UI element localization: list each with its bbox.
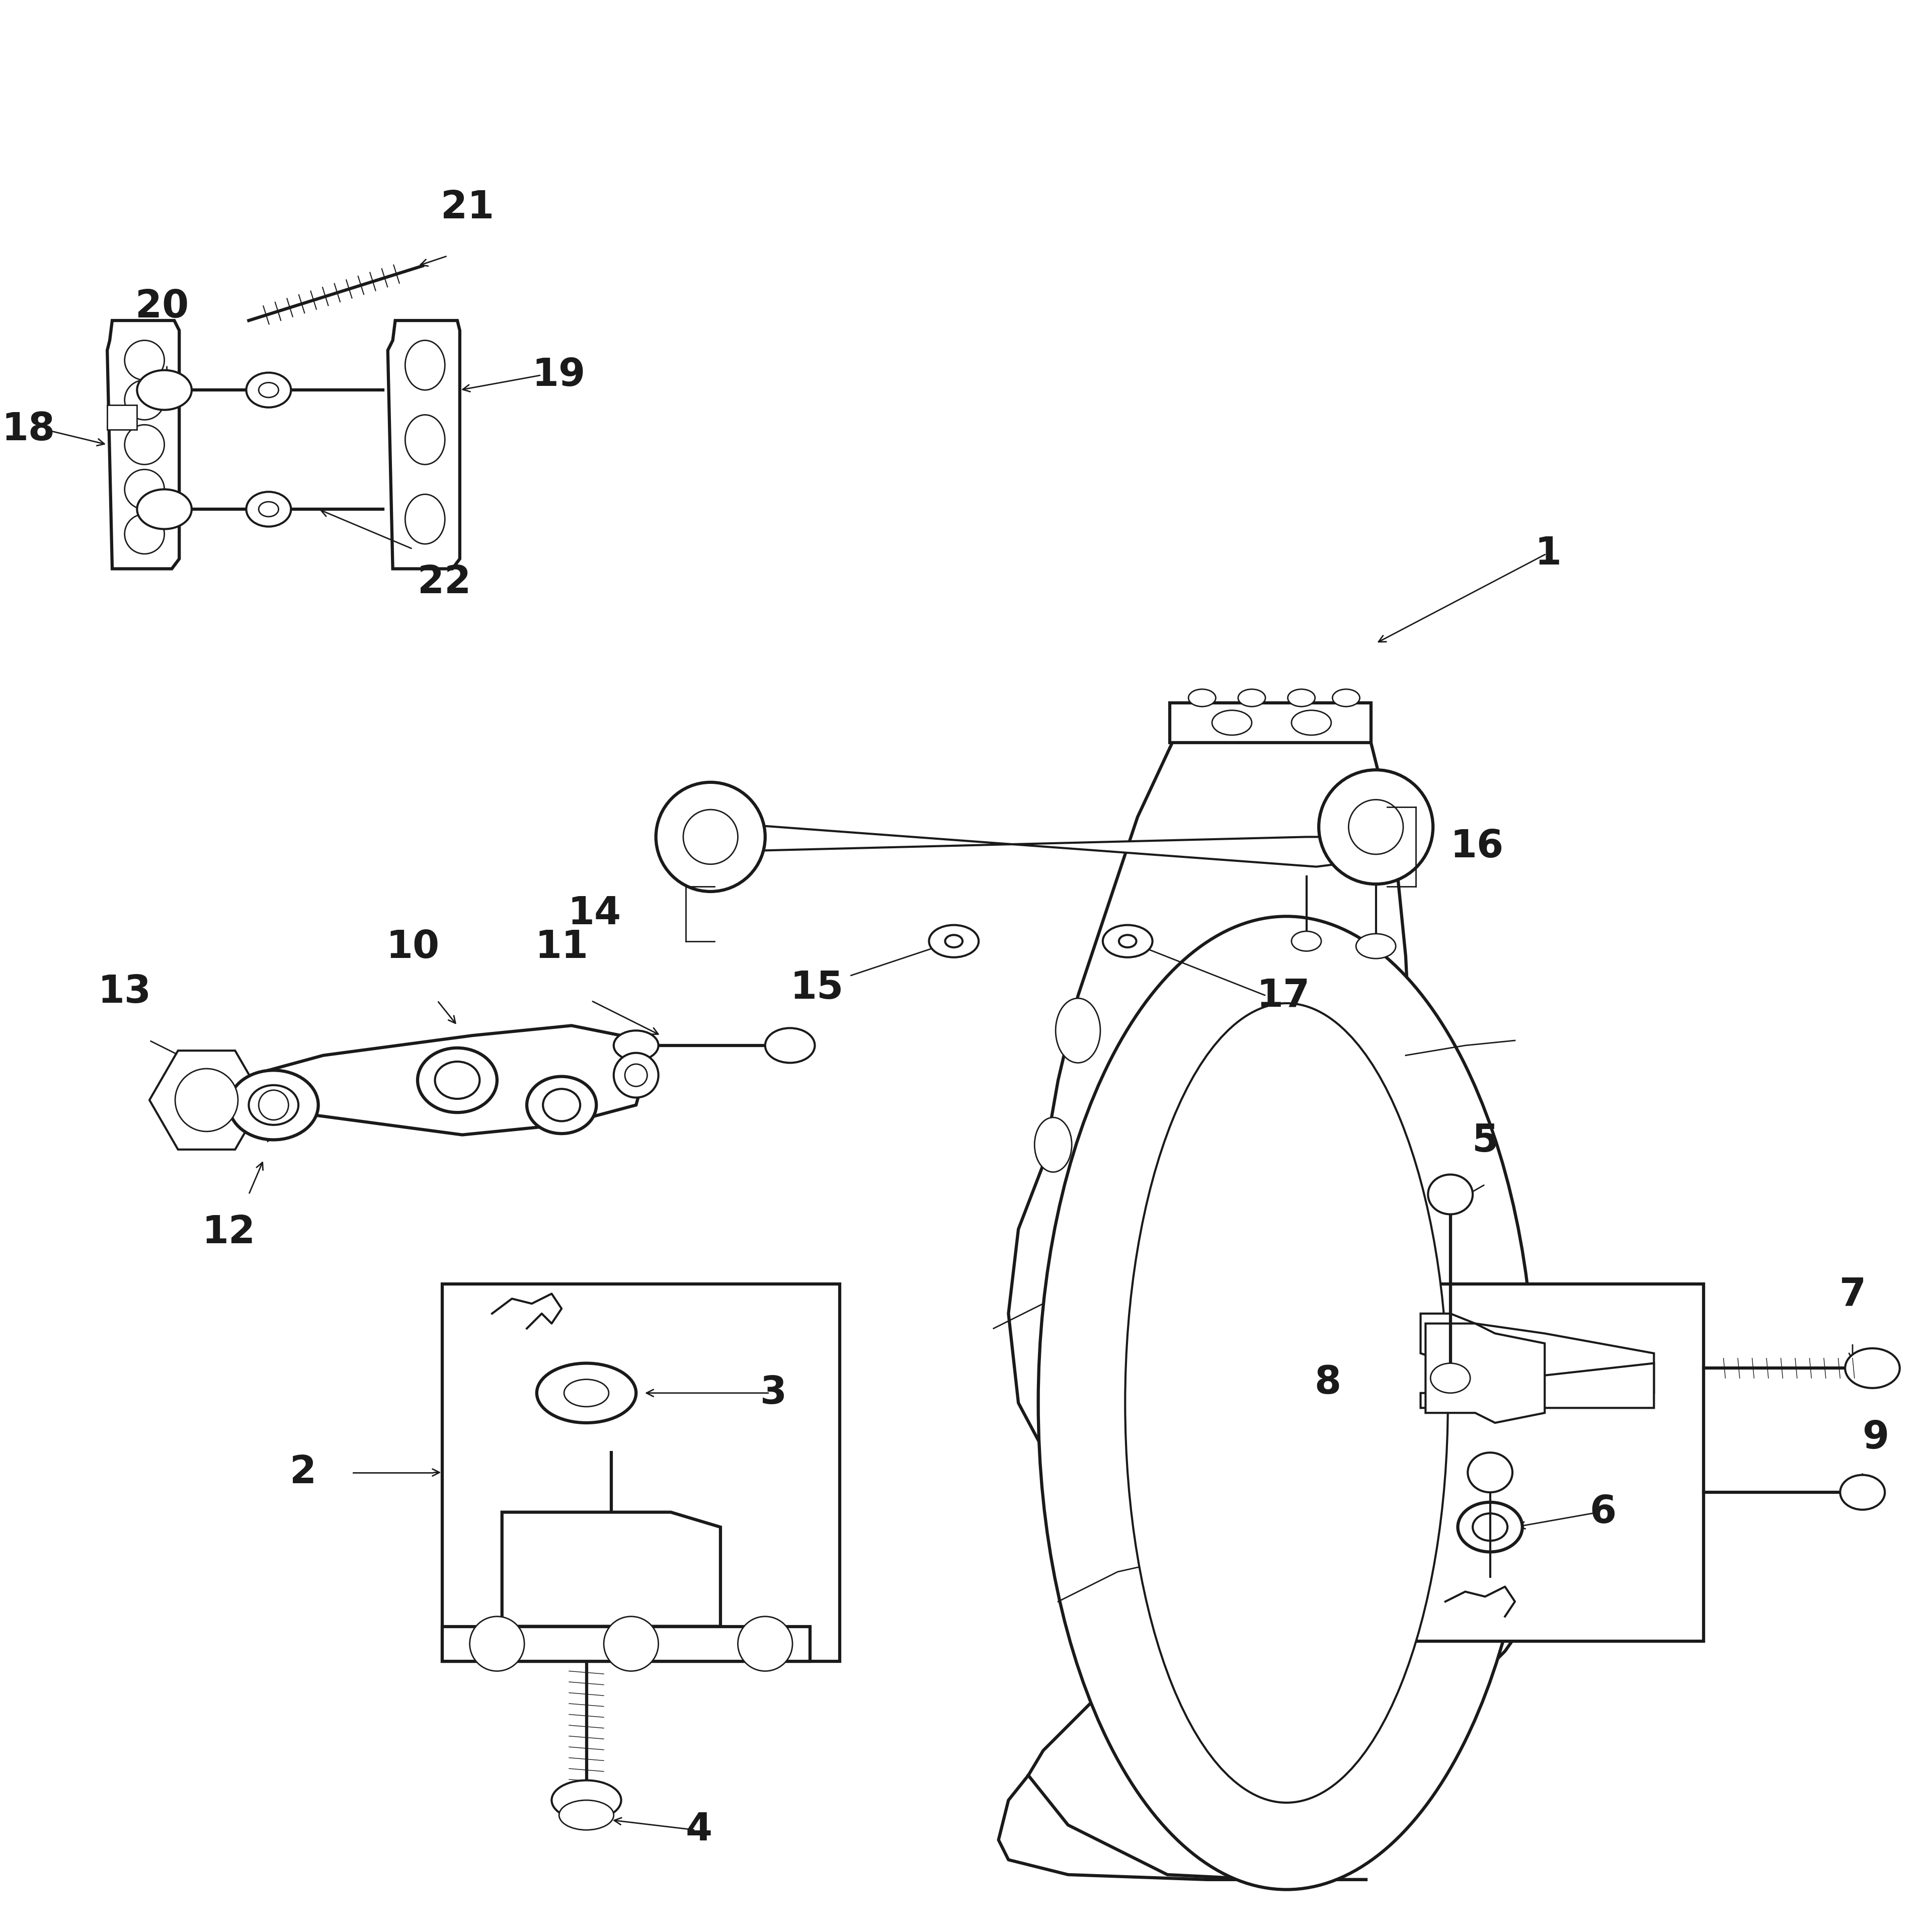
Polygon shape bbox=[442, 1627, 810, 1662]
Text: 18: 18 bbox=[2, 412, 56, 448]
Ellipse shape bbox=[553, 1779, 622, 1820]
Ellipse shape bbox=[1428, 1175, 1472, 1215]
Circle shape bbox=[684, 810, 738, 864]
Text: 9: 9 bbox=[1862, 1420, 1889, 1457]
Ellipse shape bbox=[435, 1061, 479, 1099]
Polygon shape bbox=[269, 1026, 651, 1140]
Ellipse shape bbox=[558, 1801, 614, 1830]
Ellipse shape bbox=[614, 1030, 659, 1061]
Circle shape bbox=[469, 1617, 524, 1671]
Text: 16: 16 bbox=[1451, 829, 1503, 866]
Ellipse shape bbox=[228, 1070, 319, 1140]
Ellipse shape bbox=[1211, 711, 1252, 734]
Ellipse shape bbox=[1356, 933, 1395, 958]
Circle shape bbox=[126, 340, 164, 381]
Ellipse shape bbox=[1839, 1474, 1886, 1509]
Circle shape bbox=[1349, 800, 1403, 854]
Ellipse shape bbox=[1459, 1503, 1522, 1551]
Ellipse shape bbox=[406, 495, 444, 545]
Circle shape bbox=[126, 514, 164, 554]
Polygon shape bbox=[711, 821, 1376, 867]
Polygon shape bbox=[1420, 1314, 1654, 1393]
Ellipse shape bbox=[417, 1047, 497, 1113]
Ellipse shape bbox=[945, 935, 962, 947]
Bar bbox=[442, 1283, 840, 1662]
Circle shape bbox=[126, 425, 164, 464]
Text: 3: 3 bbox=[759, 1374, 786, 1412]
Ellipse shape bbox=[259, 383, 278, 398]
Text: 20: 20 bbox=[135, 288, 189, 325]
Circle shape bbox=[126, 381, 164, 419]
Text: 17: 17 bbox=[1256, 978, 1310, 1014]
Text: 2: 2 bbox=[290, 1455, 317, 1492]
Ellipse shape bbox=[1037, 916, 1534, 1889]
Text: 4: 4 bbox=[686, 1812, 713, 1849]
Polygon shape bbox=[149, 1051, 263, 1150]
Ellipse shape bbox=[765, 1028, 815, 1063]
Polygon shape bbox=[1169, 703, 1372, 742]
Bar bbox=[108, 406, 137, 429]
Ellipse shape bbox=[537, 1364, 636, 1422]
Circle shape bbox=[126, 469, 164, 510]
Text: 22: 22 bbox=[417, 564, 471, 601]
Text: 12: 12 bbox=[203, 1215, 255, 1252]
Text: 19: 19 bbox=[531, 357, 585, 394]
Ellipse shape bbox=[1291, 711, 1331, 734]
Ellipse shape bbox=[1845, 1349, 1899, 1387]
Text: 13: 13 bbox=[99, 974, 151, 1010]
Ellipse shape bbox=[564, 1379, 609, 1406]
Ellipse shape bbox=[406, 340, 444, 390]
Ellipse shape bbox=[614, 1053, 659, 1097]
Polygon shape bbox=[108, 321, 180, 568]
Ellipse shape bbox=[929, 925, 980, 958]
Text: 10: 10 bbox=[386, 929, 439, 966]
Ellipse shape bbox=[249, 1086, 298, 1124]
Ellipse shape bbox=[1468, 1453, 1513, 1492]
Ellipse shape bbox=[259, 502, 278, 516]
Ellipse shape bbox=[1472, 1513, 1507, 1540]
Ellipse shape bbox=[1124, 1003, 1447, 1803]
Circle shape bbox=[657, 782, 765, 891]
Circle shape bbox=[259, 1090, 288, 1121]
Circle shape bbox=[605, 1617, 659, 1671]
Text: 6: 6 bbox=[1590, 1493, 1617, 1530]
Ellipse shape bbox=[137, 489, 191, 529]
Ellipse shape bbox=[624, 1065, 647, 1086]
Ellipse shape bbox=[1333, 690, 1360, 707]
Bar bbox=[1395, 1283, 1704, 1642]
Text: 21: 21 bbox=[440, 189, 495, 226]
Text: 8: 8 bbox=[1314, 1364, 1341, 1403]
Polygon shape bbox=[502, 1513, 721, 1627]
Ellipse shape bbox=[1430, 1364, 1470, 1393]
Text: 1: 1 bbox=[1534, 535, 1561, 572]
Ellipse shape bbox=[527, 1076, 597, 1134]
Circle shape bbox=[176, 1068, 238, 1132]
Ellipse shape bbox=[245, 493, 292, 527]
Ellipse shape bbox=[1291, 931, 1321, 951]
Ellipse shape bbox=[1238, 690, 1265, 707]
Ellipse shape bbox=[1289, 690, 1316, 707]
Text: 11: 11 bbox=[535, 929, 587, 966]
Polygon shape bbox=[1426, 1323, 1546, 1422]
Ellipse shape bbox=[137, 371, 191, 410]
Ellipse shape bbox=[1103, 925, 1153, 958]
Polygon shape bbox=[1420, 1364, 1654, 1408]
Ellipse shape bbox=[406, 415, 444, 464]
Ellipse shape bbox=[245, 373, 292, 408]
Circle shape bbox=[738, 1617, 792, 1671]
Ellipse shape bbox=[543, 1090, 580, 1121]
Text: 14: 14 bbox=[568, 895, 622, 933]
Ellipse shape bbox=[1119, 935, 1136, 947]
Text: 5: 5 bbox=[1472, 1122, 1499, 1159]
Ellipse shape bbox=[1055, 999, 1101, 1063]
Circle shape bbox=[1320, 769, 1434, 885]
Text: 7: 7 bbox=[1839, 1277, 1866, 1314]
Ellipse shape bbox=[1188, 690, 1215, 707]
Polygon shape bbox=[388, 321, 460, 568]
Text: 15: 15 bbox=[790, 970, 844, 1007]
Ellipse shape bbox=[1034, 1117, 1072, 1173]
